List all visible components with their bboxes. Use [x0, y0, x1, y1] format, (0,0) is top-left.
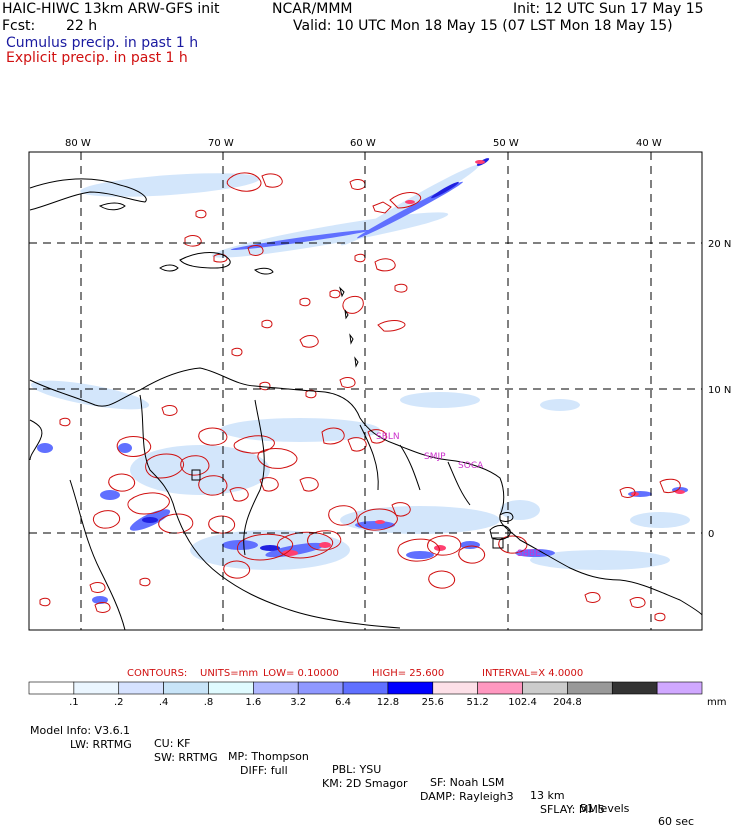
- lon-label-70w: 70 W: [208, 138, 234, 149]
- colorbar-tick-label: 204.8: [553, 697, 582, 708]
- lat-label-0: 0: [708, 529, 714, 540]
- colorbar-swatch: [208, 681, 254, 695]
- colorbar: [28, 681, 703, 695]
- map-panel: 80 W 70 W 60 W 50 W 40 W 20 N 10 N 0 SBL…: [28, 138, 731, 708]
- model-info-diff: DIFF: full: [240, 764, 288, 777]
- colorbar-swatch: [567, 681, 613, 695]
- colorbar-swatch: [73, 681, 120, 695]
- explicit-fill-layer: [282, 160, 685, 556]
- colorbar-swatch: [253, 681, 299, 695]
- station-markers: [191, 469, 504, 549]
- colorbar-tick-label: 3.2: [290, 697, 306, 708]
- explicit-legend-label: Explicit precip. in past 1 h: [6, 50, 188, 66]
- fcst-value: 22 h: [66, 18, 98, 34]
- lon-label-40w: 40 W: [636, 138, 662, 149]
- fcst-label: Fcst:: [2, 18, 36, 34]
- colorbar-swatch: [342, 681, 389, 695]
- colorbar-tick-label: .8: [204, 697, 214, 708]
- map-frame: [28, 151, 703, 631]
- colorbar-swatch: [118, 681, 164, 695]
- colorbar-swatch: [522, 681, 568, 695]
- init-time: Init: 12 UTC Sun 17 May 15: [513, 1, 704, 17]
- colorbar-tick-label: .1: [69, 697, 79, 708]
- colorbar-ticks: .1 .2 .4 .8 1.6 3.2 6.4 12.8 25.6 51.2 102.4 204.8: [69, 697, 582, 708]
- model-info-damp: DAMP: Rayleigh3: [420, 790, 514, 803]
- contours-high: HIGH= 25.600: [372, 668, 444, 679]
- contours-label: CONTOURS:: [127, 668, 187, 679]
- lon-label-60w: 60 W: [350, 138, 376, 149]
- colorbar-swatch: [297, 681, 344, 695]
- station-label-sbbe: SBBE: [517, 549, 541, 559]
- colorbar-swatch: [163, 681, 209, 695]
- cumulus-legend-label: Cumulus precip. in past 1 h: [6, 35, 199, 51]
- contours-units: UNITS=mm: [200, 668, 258, 679]
- model-info-sflay: SFLAY: MM5: [540, 803, 605, 816]
- lon-label-50w: 50 W: [493, 138, 519, 149]
- model-info-version: Model Info: V3.6.1: [30, 724, 131, 737]
- colorbar-tick-label: 25.6: [422, 697, 444, 708]
- explicit-contours: [39, 172, 681, 622]
- colorbar-swatch: [387, 681, 434, 695]
- contours-low: LOW= 0.10000: [263, 668, 339, 679]
- colorbar-swatch: [432, 681, 478, 695]
- model-info-km: KM: 2D Smagor: [322, 777, 408, 790]
- lon-label-80w: 80 W: [65, 138, 91, 149]
- colorbar-tick-label: 102.4: [508, 697, 537, 708]
- model-info-timestep: 60 sec: [658, 815, 695, 828]
- model-info-sw: SW: RRTMG: [154, 751, 218, 764]
- colorbar-tick-label: .2: [114, 697, 124, 708]
- colorbar-swatch: [28, 681, 75, 695]
- station-label-soca: SOCA: [458, 461, 484, 471]
- colorbar-unit: mm: [707, 697, 726, 708]
- valid-time: Valid: 10 UTC Mon 18 May 15 (07 LST Mon …: [293, 18, 673, 34]
- colorbar-tick-label: 1.6: [245, 697, 261, 708]
- model-info-row2: LW: RRTMG SW: RRTMG DIFF: full KM: 2D Sm…: [30, 725, 730, 816]
- colorbar-swatch: [611, 681, 658, 695]
- station-label-smjp: SMJP: [424, 452, 446, 462]
- colorbar-tick-label: .4: [159, 697, 169, 708]
- lat-label-20n: 20 N: [708, 239, 731, 250]
- coastlines: [29, 178, 702, 630]
- station-label-sbln: SBLN: [376, 432, 400, 442]
- model-title: HAIC-HIWC 13km ARW-GFS init: [2, 1, 220, 17]
- colorbar-swatch: [656, 681, 703, 695]
- contours-interval: INTERVAL=X 4.0000: [482, 668, 583, 679]
- org-label: NCAR/MMM: [272, 1, 353, 17]
- colorbar-tick-label: 6.4: [335, 697, 351, 708]
- colorbar-swatch: [477, 681, 523, 695]
- colorbar-tick-label: 51.2: [467, 697, 489, 708]
- lat-label-10n: 10 N: [708, 385, 731, 396]
- lat-lon-grid: [29, 152, 702, 630]
- colorbar-tick-label: 12.8: [377, 697, 399, 708]
